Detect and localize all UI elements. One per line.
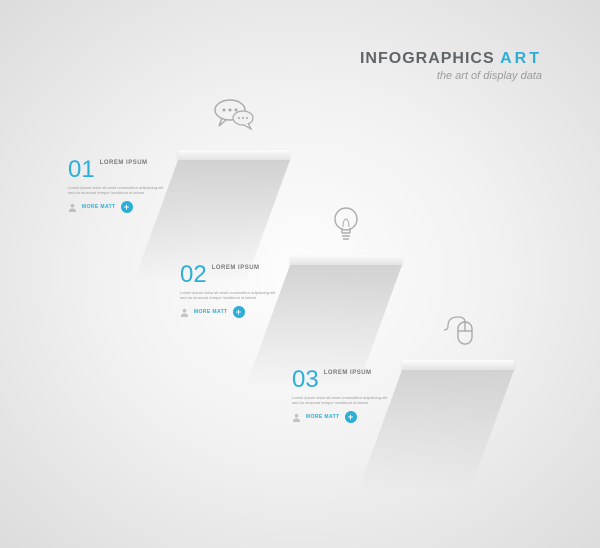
plus-icon[interactable]: + [121, 201, 133, 213]
step-2-desc: Lorem ipsum dolor sit amet consectetur a… [180, 287, 282, 300]
person-icon [292, 413, 301, 422]
bulb-icon [290, 205, 402, 250]
step-3-more-link[interactable]: MORE MATT [306, 414, 340, 420]
step-3-label: 03 LOREM IPSUM Lorem ipsum dolor sit ame… [292, 368, 394, 423]
person-icon [180, 308, 189, 317]
step-2-number: 02 [180, 263, 207, 287]
person-icon [68, 203, 77, 212]
title-word-1: INFOGRAPHICS [360, 50, 495, 67]
step-2-label: 02 LOREM IPSUM Lorem ipsum dolor sit ame… [180, 263, 282, 318]
header-subtitle: the art of display data [360, 70, 542, 82]
step-2-more-link[interactable]: MORE MATT [194, 309, 228, 315]
shelf-3 [402, 360, 514, 490]
step-1-more-link[interactable]: MORE MATT [82, 204, 116, 210]
title-word-2: ART [500, 50, 542, 67]
mouse-icon [402, 316, 514, 351]
plus-icon[interactable]: + [345, 411, 357, 423]
step-1-number: 01 [68, 158, 95, 182]
header: INFOGRAPHICS ART the art of display data [360, 50, 542, 82]
step-1-desc: Lorem ipsum dolor sit amet consectetur a… [68, 182, 170, 195]
step-3-desc: Lorem ipsum dolor sit amet consectetur a… [292, 392, 394, 405]
header-title: INFOGRAPHICS ART [360, 50, 542, 68]
step-3-number: 03 [292, 368, 319, 392]
chat-icon [178, 98, 290, 137]
plus-icon[interactable]: + [233, 306, 245, 318]
step-1-label: 01 LOREM IPSUM Lorem ipsum dolor sit ame… [68, 158, 170, 213]
